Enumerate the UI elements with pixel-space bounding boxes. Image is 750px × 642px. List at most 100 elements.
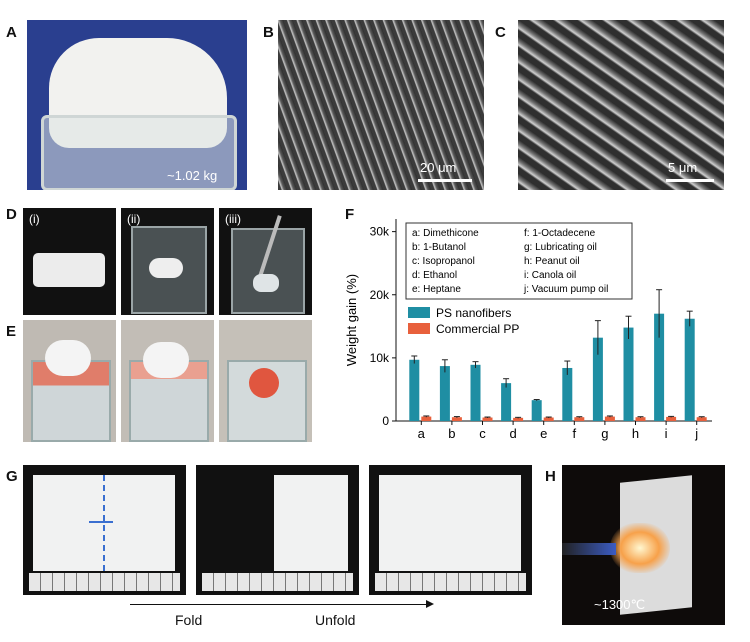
photo-d-ii: (ii): [121, 208, 214, 315]
bar-pp: [513, 417, 524, 421]
category-legend-item: j: Vacuum pump oil: [523, 284, 608, 295]
bar-ps: [684, 318, 695, 421]
fold-arrow-icon: [89, 521, 113, 523]
sponge-on-oil: [143, 342, 189, 378]
x-tick-label: j: [694, 426, 698, 441]
category-legend-item: h: Peanut oil: [524, 256, 580, 267]
photo-sponge-in-container: ~1.02 kg: [27, 20, 247, 190]
x-tick-label: a: [418, 426, 426, 441]
folded-fabric: [274, 475, 348, 571]
bar-pp: [482, 417, 493, 421]
x-tick-label: e: [540, 426, 547, 441]
bar-ps: [501, 383, 512, 421]
bar-pp: [604, 416, 615, 421]
submerged-sponge: [253, 274, 279, 292]
panel-label-h: H: [545, 468, 556, 485]
x-tick-label: h: [632, 426, 639, 441]
photo-e-1: [23, 320, 116, 442]
weight-gain-bar-chart: 0 10k 20k 30k Weight gain (%) a b c d e f g h i j a: Di…: [344, 219, 712, 441]
beaker-oil: [129, 360, 209, 442]
scalebar-label: 5 μm: [668, 160, 698, 175]
sem-image-high-mag: 5 μm: [518, 20, 724, 190]
bar-ps: [531, 400, 542, 421]
sponge-on-oil: [45, 340, 91, 376]
category-legend-item: e: Heptane: [412, 284, 461, 295]
scalebar-line: [418, 179, 472, 182]
x-tick-label: d: [509, 426, 516, 441]
category-legend-item: c: Isopropanol: [412, 256, 475, 267]
torch-nozzle: [562, 543, 616, 555]
category-legend-item: g: Lubricating oil: [524, 242, 597, 253]
panel-label-c: C: [495, 24, 506, 41]
bar-ps: [562, 367, 573, 421]
bar-pp: [451, 417, 462, 421]
photo-flame-test: ~1300℃: [562, 465, 725, 625]
fold-unfold-arrow: [130, 604, 426, 605]
y-tick-label: 20k: [370, 288, 390, 302]
sem-image-low-mag: 20 μm: [278, 20, 484, 190]
oil-soaked-sponge: [249, 368, 279, 398]
x-tick-label: i: [665, 426, 668, 441]
x-tick-label: f: [572, 426, 576, 441]
bar-pp: [635, 417, 646, 421]
ruler: [29, 573, 180, 591]
bar-pp: [696, 417, 707, 421]
bar-ps: [623, 327, 634, 421]
ruler: [375, 573, 526, 591]
beaker: [231, 228, 305, 314]
photo-d-iii: (iii): [219, 208, 312, 315]
category-legend-item: a: Dimethicone: [412, 228, 479, 239]
photo-e-2: [121, 320, 214, 442]
bar-pp: [666, 416, 677, 421]
x-tick-label: g: [601, 426, 608, 441]
category-legend-item: d: Ethanol: [412, 270, 457, 281]
flame-glow: [610, 523, 670, 573]
y-axis-label: Weight gain (%): [344, 274, 359, 366]
sub-label-iii: (iii): [225, 212, 241, 226]
category-legend-item: i: Canola oil: [524, 270, 576, 281]
photo-g-unfolded: [369, 465, 532, 595]
y-tick-label: 10k: [370, 351, 390, 365]
bar-ps: [439, 366, 450, 421]
category-legend-box: [405, 222, 633, 300]
series-legend-swatch: [408, 307, 430, 318]
sub-label-ii: (ii): [127, 212, 141, 226]
panel-label-a: A: [6, 24, 17, 41]
photo-d-i: (i): [23, 208, 116, 315]
unfolded-fabric: [379, 475, 521, 571]
panel-label-f: F: [345, 206, 355, 223]
scalebar-line: [666, 179, 714, 182]
x-tick-label: c: [479, 426, 486, 441]
category-legend-item: b: 1-Butanol: [412, 242, 466, 253]
y-tick-label: 30k: [370, 225, 390, 239]
floating-sponge: [149, 258, 183, 278]
bar-ps: [470, 364, 481, 421]
panel-label-d: D: [6, 206, 17, 223]
bar-ps: [592, 337, 603, 421]
panel-label-g: G: [6, 468, 18, 485]
series-legend-swatch: [408, 323, 430, 334]
bar-ps: [654, 313, 665, 421]
bar-pp: [543, 417, 554, 421]
photo-g-folded: [196, 465, 359, 595]
bar-pp: [574, 417, 585, 421]
temperature-caption: ~1300℃: [594, 597, 646, 612]
bar-ps: [409, 359, 420, 421]
arrow-head-icon: [426, 600, 434, 608]
series-legend-label: PS nanofibers: [436, 306, 511, 320]
panel-label-e: E: [6, 323, 17, 340]
x-tick-label: b: [448, 426, 455, 441]
category-legend-item: f: 1-Octadecene: [524, 228, 596, 239]
unfold-label: Unfold: [315, 612, 356, 628]
bar-pp: [421, 416, 432, 421]
series-legend-label: Commercial PP: [436, 322, 519, 336]
sub-label-i: (i): [29, 212, 40, 226]
glass-dish: [41, 115, 237, 190]
photo-g-original: [23, 465, 186, 595]
fold-line: [103, 475, 105, 571]
panel-label-b: B: [263, 24, 274, 41]
ruler: [202, 573, 353, 591]
scalebar-label: 20 μm: [420, 160, 457, 175]
sponge-sample: [33, 253, 105, 287]
photo-e-3: [219, 320, 312, 442]
